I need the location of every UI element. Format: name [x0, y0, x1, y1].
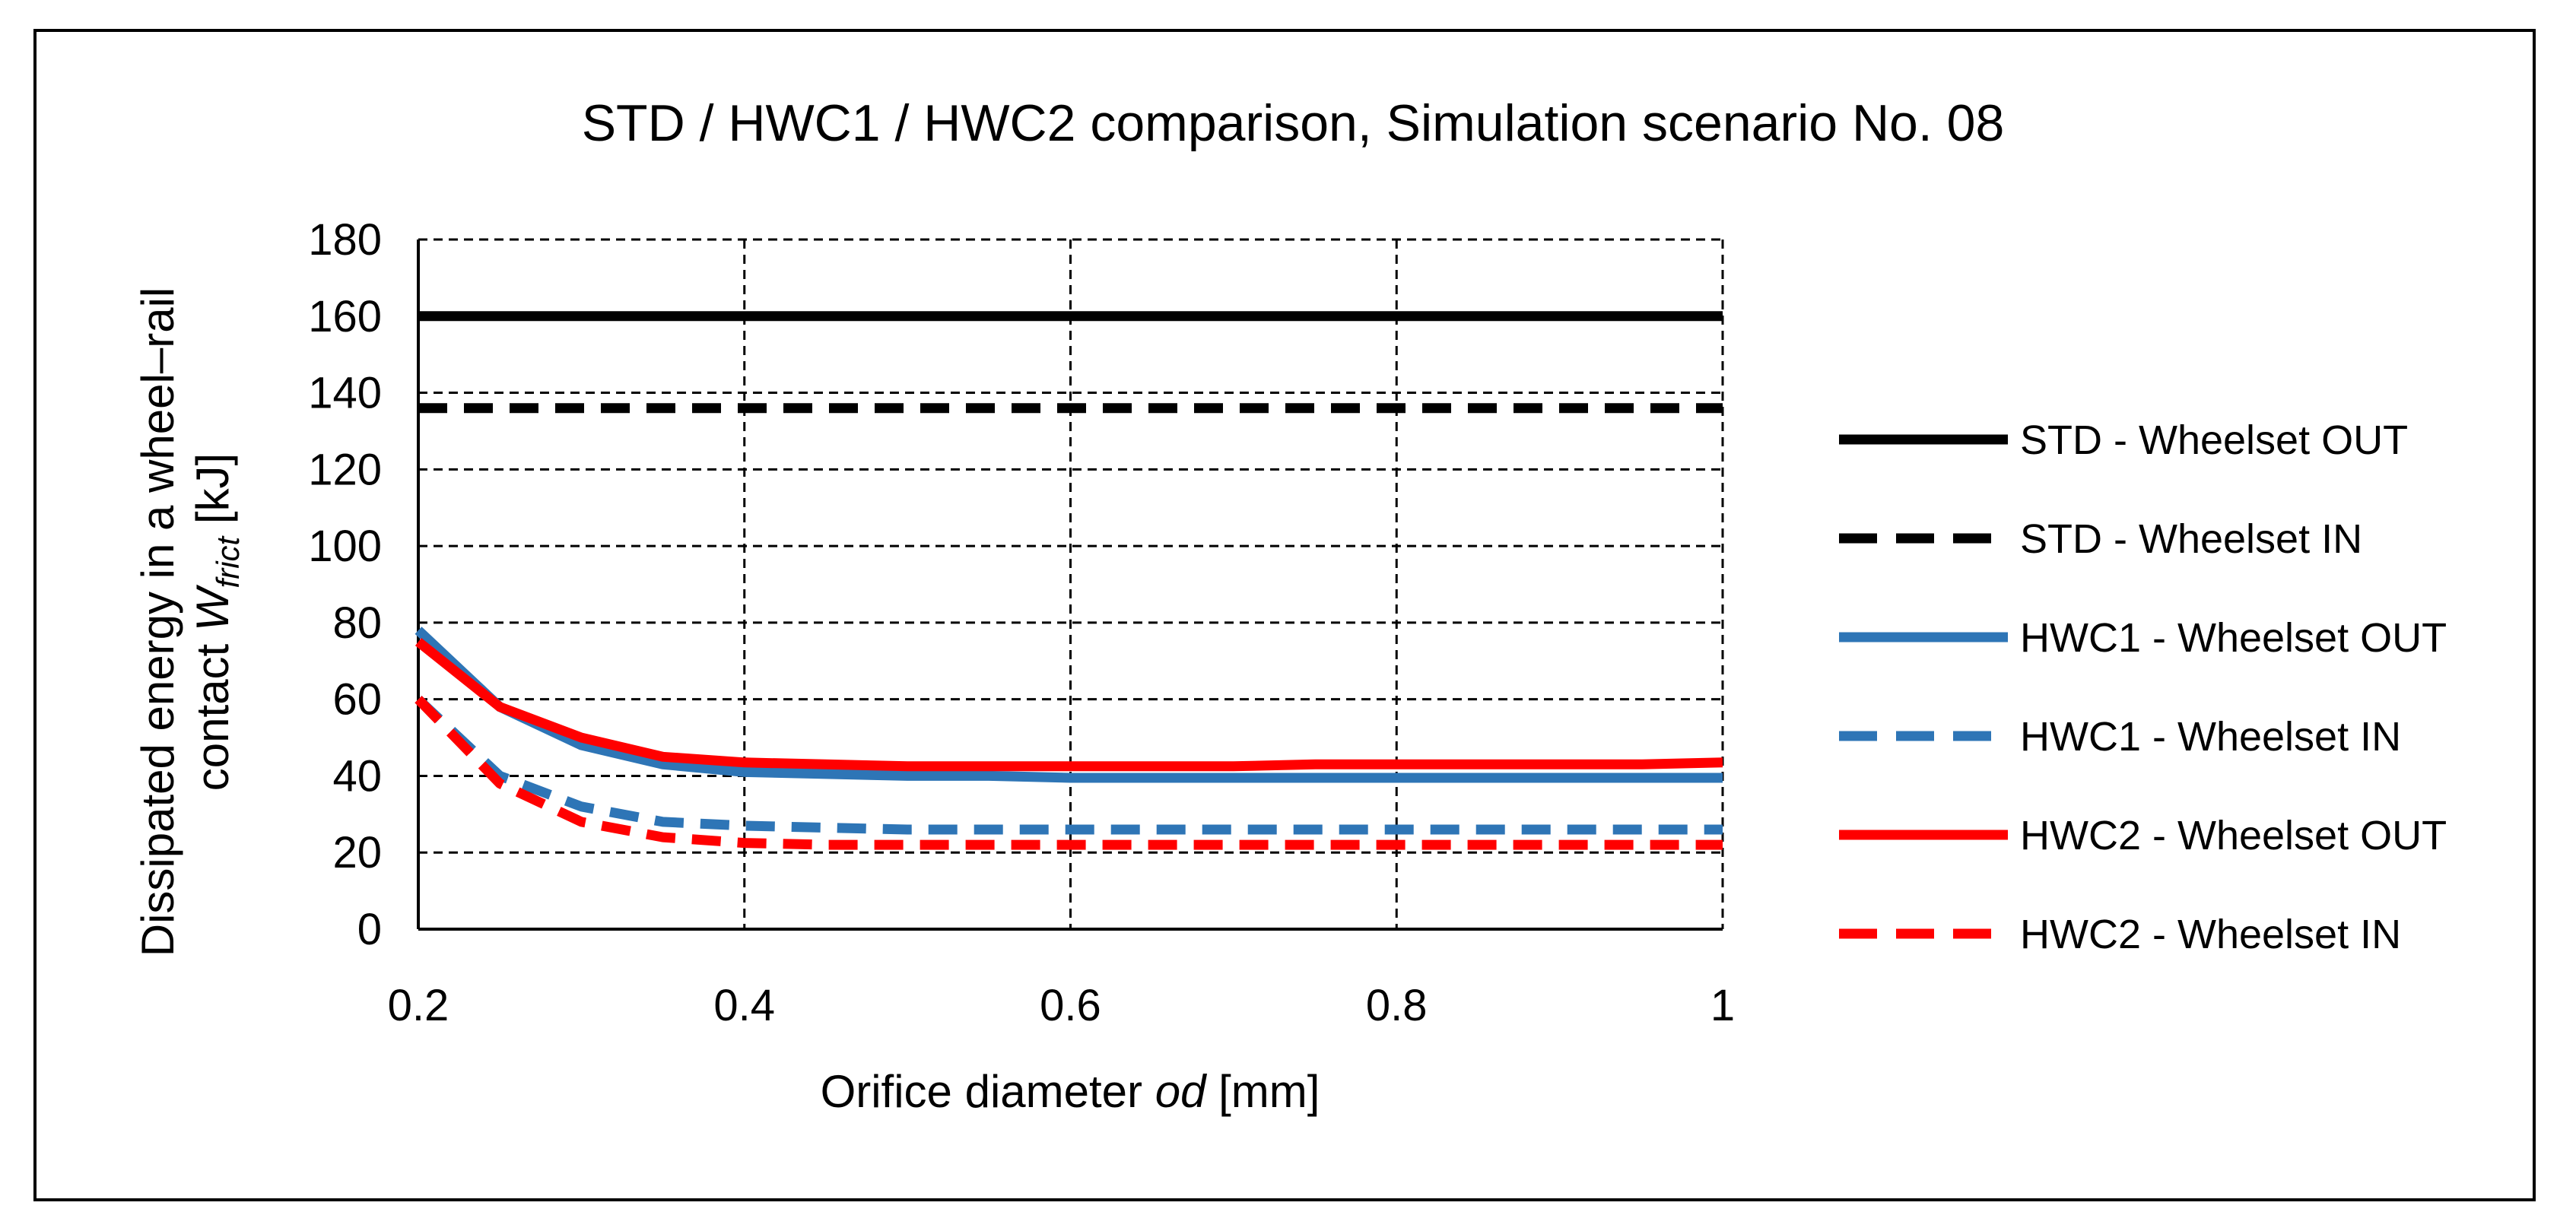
x-tick-label: 0.6	[1040, 981, 1101, 1030]
y-axis-label-line1: Dissipated energy in a wheel–rail	[132, 287, 183, 957]
series-line-6	[415, 696, 1723, 850]
y-tick-label: 140	[308, 369, 382, 418]
y-tick-label: 100	[308, 522, 382, 571]
y-tick-labels: 0 20 40 60 80 100 120 140 160 180	[308, 215, 382, 954]
y-tick-label: 80	[332, 598, 382, 648]
x-tick-labels: 0.2 0.4 0.6 0.8 1	[388, 981, 1735, 1030]
series-lines	[415, 311, 1723, 850]
series-line-3	[415, 627, 1723, 783]
y-axis-label-line2: contact Wfrict [kJ]	[187, 453, 246, 791]
chart-frame	[33, 29, 2536, 1201]
x-tick-label: 0.2	[388, 981, 449, 1030]
x-tick-label: 0.4	[713, 981, 775, 1030]
x-tick-label: 1	[1710, 981, 1735, 1030]
legend-label: HWC2 - Wheelset OUT	[2020, 813, 2447, 858]
y-tick-label: 20	[332, 828, 382, 877]
y-tick-label: 160	[308, 292, 382, 341]
series-line-4	[415, 695, 1723, 835]
y-tick-label: 180	[308, 215, 382, 265]
legend-label: STD - Wheelset IN	[2020, 516, 2362, 562]
legend-label: HWC2 - Wheelset IN	[2020, 912, 2401, 957]
legend-label: HWC1 - Wheelset OUT	[2020, 615, 2447, 661]
y-tick-label: 60	[332, 675, 382, 725]
y-tick-label: 120	[308, 445, 382, 494]
y-tick-label: 0	[357, 905, 382, 954]
x-tick-label: 0.8	[1366, 981, 1428, 1030]
legend-label: STD - Wheelset OUT	[2020, 417, 2408, 463]
x-axis-label: Orifice diameter od [mm]	[821, 1066, 1320, 1117]
legend: STD - Wheelset OUT STD - Wheelset IN HWC1 …	[1839, 417, 2447, 957]
series-line-5	[415, 638, 1723, 772]
y-tick-label: 40	[332, 751, 382, 801]
chart-title: STD / HWC1 / HWC2 comparison, Simulation…	[582, 94, 2005, 152]
legend-label: HWC1 - Wheelset IN	[2020, 714, 2401, 760]
